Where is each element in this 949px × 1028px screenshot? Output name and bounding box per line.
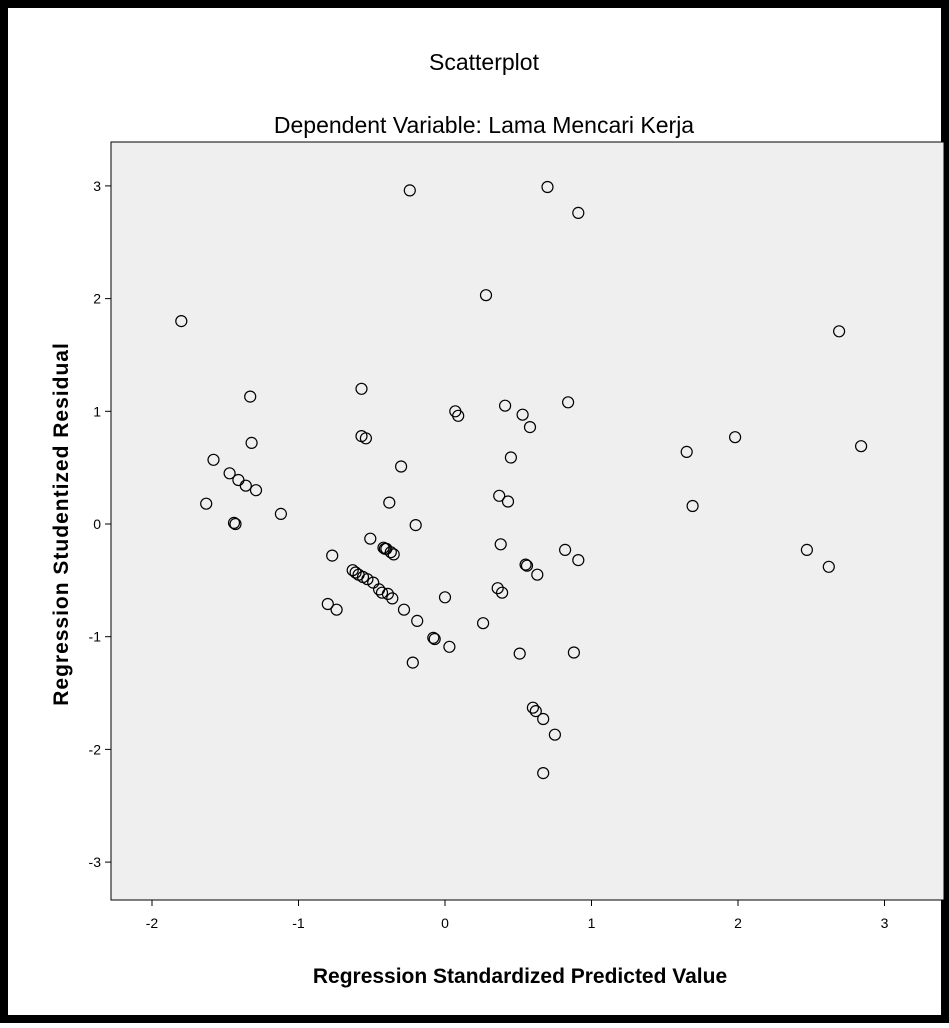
scatter-point <box>411 614 424 628</box>
scatter-point <box>443 640 456 653</box>
scatter-point <box>572 206 585 219</box>
y-tick-label: -1 <box>89 629 102 645</box>
scatter-point <box>326 549 339 562</box>
y-axis-label: Regression Studentized Residual <box>50 342 73 706</box>
scatter-point <box>504 451 517 464</box>
scatter-point <box>519 558 532 571</box>
scatter-point <box>359 432 372 445</box>
scatter-point <box>207 453 220 466</box>
scatter-point <box>513 647 526 660</box>
chart-subtitle: Dependent Variable: Lama Mencari Kerja <box>274 112 694 138</box>
scatter-point <box>537 712 550 726</box>
scatter-point <box>728 431 742 444</box>
scatter-point <box>548 728 562 741</box>
x-tick-label: 1 <box>588 915 596 931</box>
scatter-point <box>501 495 515 508</box>
scatter-point <box>567 646 581 659</box>
scatter-point <box>832 325 846 338</box>
y-axis-ticks: -3 -2 -1 0 1 2 3 <box>89 178 111 870</box>
y-tick-label: -2 <box>89 741 102 757</box>
scatter-point <box>239 479 252 492</box>
scatter-point <box>175 315 188 328</box>
x-tick-label: 0 <box>441 915 449 931</box>
x-axis-label: Regression Standardized Predicted Value <box>313 965 727 988</box>
scatter-point <box>516 408 529 421</box>
scatter-point <box>428 632 441 646</box>
scatter-point <box>491 582 504 595</box>
scatter-point <box>395 460 408 473</box>
scatter-point <box>526 701 540 714</box>
scatter-point <box>529 704 542 718</box>
scatter-point <box>493 489 506 502</box>
scatter-point <box>854 440 868 453</box>
scatter-point <box>452 409 465 422</box>
scatter-point <box>387 548 400 561</box>
scatter-point <box>523 421 537 434</box>
scatter-point <box>249 484 263 497</box>
scatter-point <box>496 586 509 599</box>
scatter-point <box>800 543 814 557</box>
scatter-point <box>364 532 377 545</box>
scatter-point <box>438 591 452 604</box>
scatter-point <box>384 546 397 559</box>
scatter-point <box>403 184 416 197</box>
scatter-point <box>499 399 512 412</box>
x-tick-label: 2 <box>734 915 742 931</box>
x-tick-label: -2 <box>146 915 159 931</box>
scatter-point <box>520 559 534 572</box>
y-tick-label: 1 <box>93 403 101 419</box>
scatter-point <box>531 568 544 581</box>
scatter-point <box>686 499 699 513</box>
scatter-point <box>541 180 554 194</box>
scatter-point <box>245 436 258 449</box>
scatter-point <box>572 553 585 567</box>
x-tick-label: -1 <box>292 915 305 931</box>
scatter-point <box>494 538 507 551</box>
y-tick-label: 3 <box>93 178 101 194</box>
plot-area <box>110 141 945 901</box>
scatter-point <box>386 592 399 605</box>
scatter-point <box>477 617 490 630</box>
scatter-point <box>349 566 362 579</box>
x-axis-ticks: -2 -1 0 1 2 3 <box>146 900 889 931</box>
data-points <box>175 180 868 780</box>
x-tick-label: 3 <box>881 915 889 931</box>
scatter-point <box>244 390 257 403</box>
y-tick-label: 2 <box>93 291 101 307</box>
chart-title: Scatterplot <box>429 49 540 75</box>
scatter-point <box>409 518 422 532</box>
scatter-point <box>427 631 440 644</box>
scatter-point <box>355 382 368 395</box>
y-tick-label: -3 <box>89 854 102 870</box>
scatter-point <box>375 586 389 599</box>
scatter-point <box>397 603 411 616</box>
y-tick-label: 0 <box>93 516 101 532</box>
scatter-point <box>561 396 575 409</box>
scatter-point <box>680 445 693 458</box>
scatter-point <box>537 766 550 780</box>
scatter-point <box>383 496 396 509</box>
scatter-point <box>321 597 334 611</box>
scatter-point <box>406 656 419 669</box>
scatter-point <box>479 289 493 302</box>
scatter-point <box>227 516 241 530</box>
scatter-point <box>330 603 343 616</box>
scatter-point <box>361 573 374 586</box>
scatter-point <box>200 497 213 510</box>
scatter-point <box>223 467 236 480</box>
scatter-point <box>229 517 242 531</box>
scatter-point <box>381 587 394 601</box>
scatter-point <box>558 543 572 557</box>
scatter-point <box>274 507 287 521</box>
scatter-point <box>822 560 835 573</box>
